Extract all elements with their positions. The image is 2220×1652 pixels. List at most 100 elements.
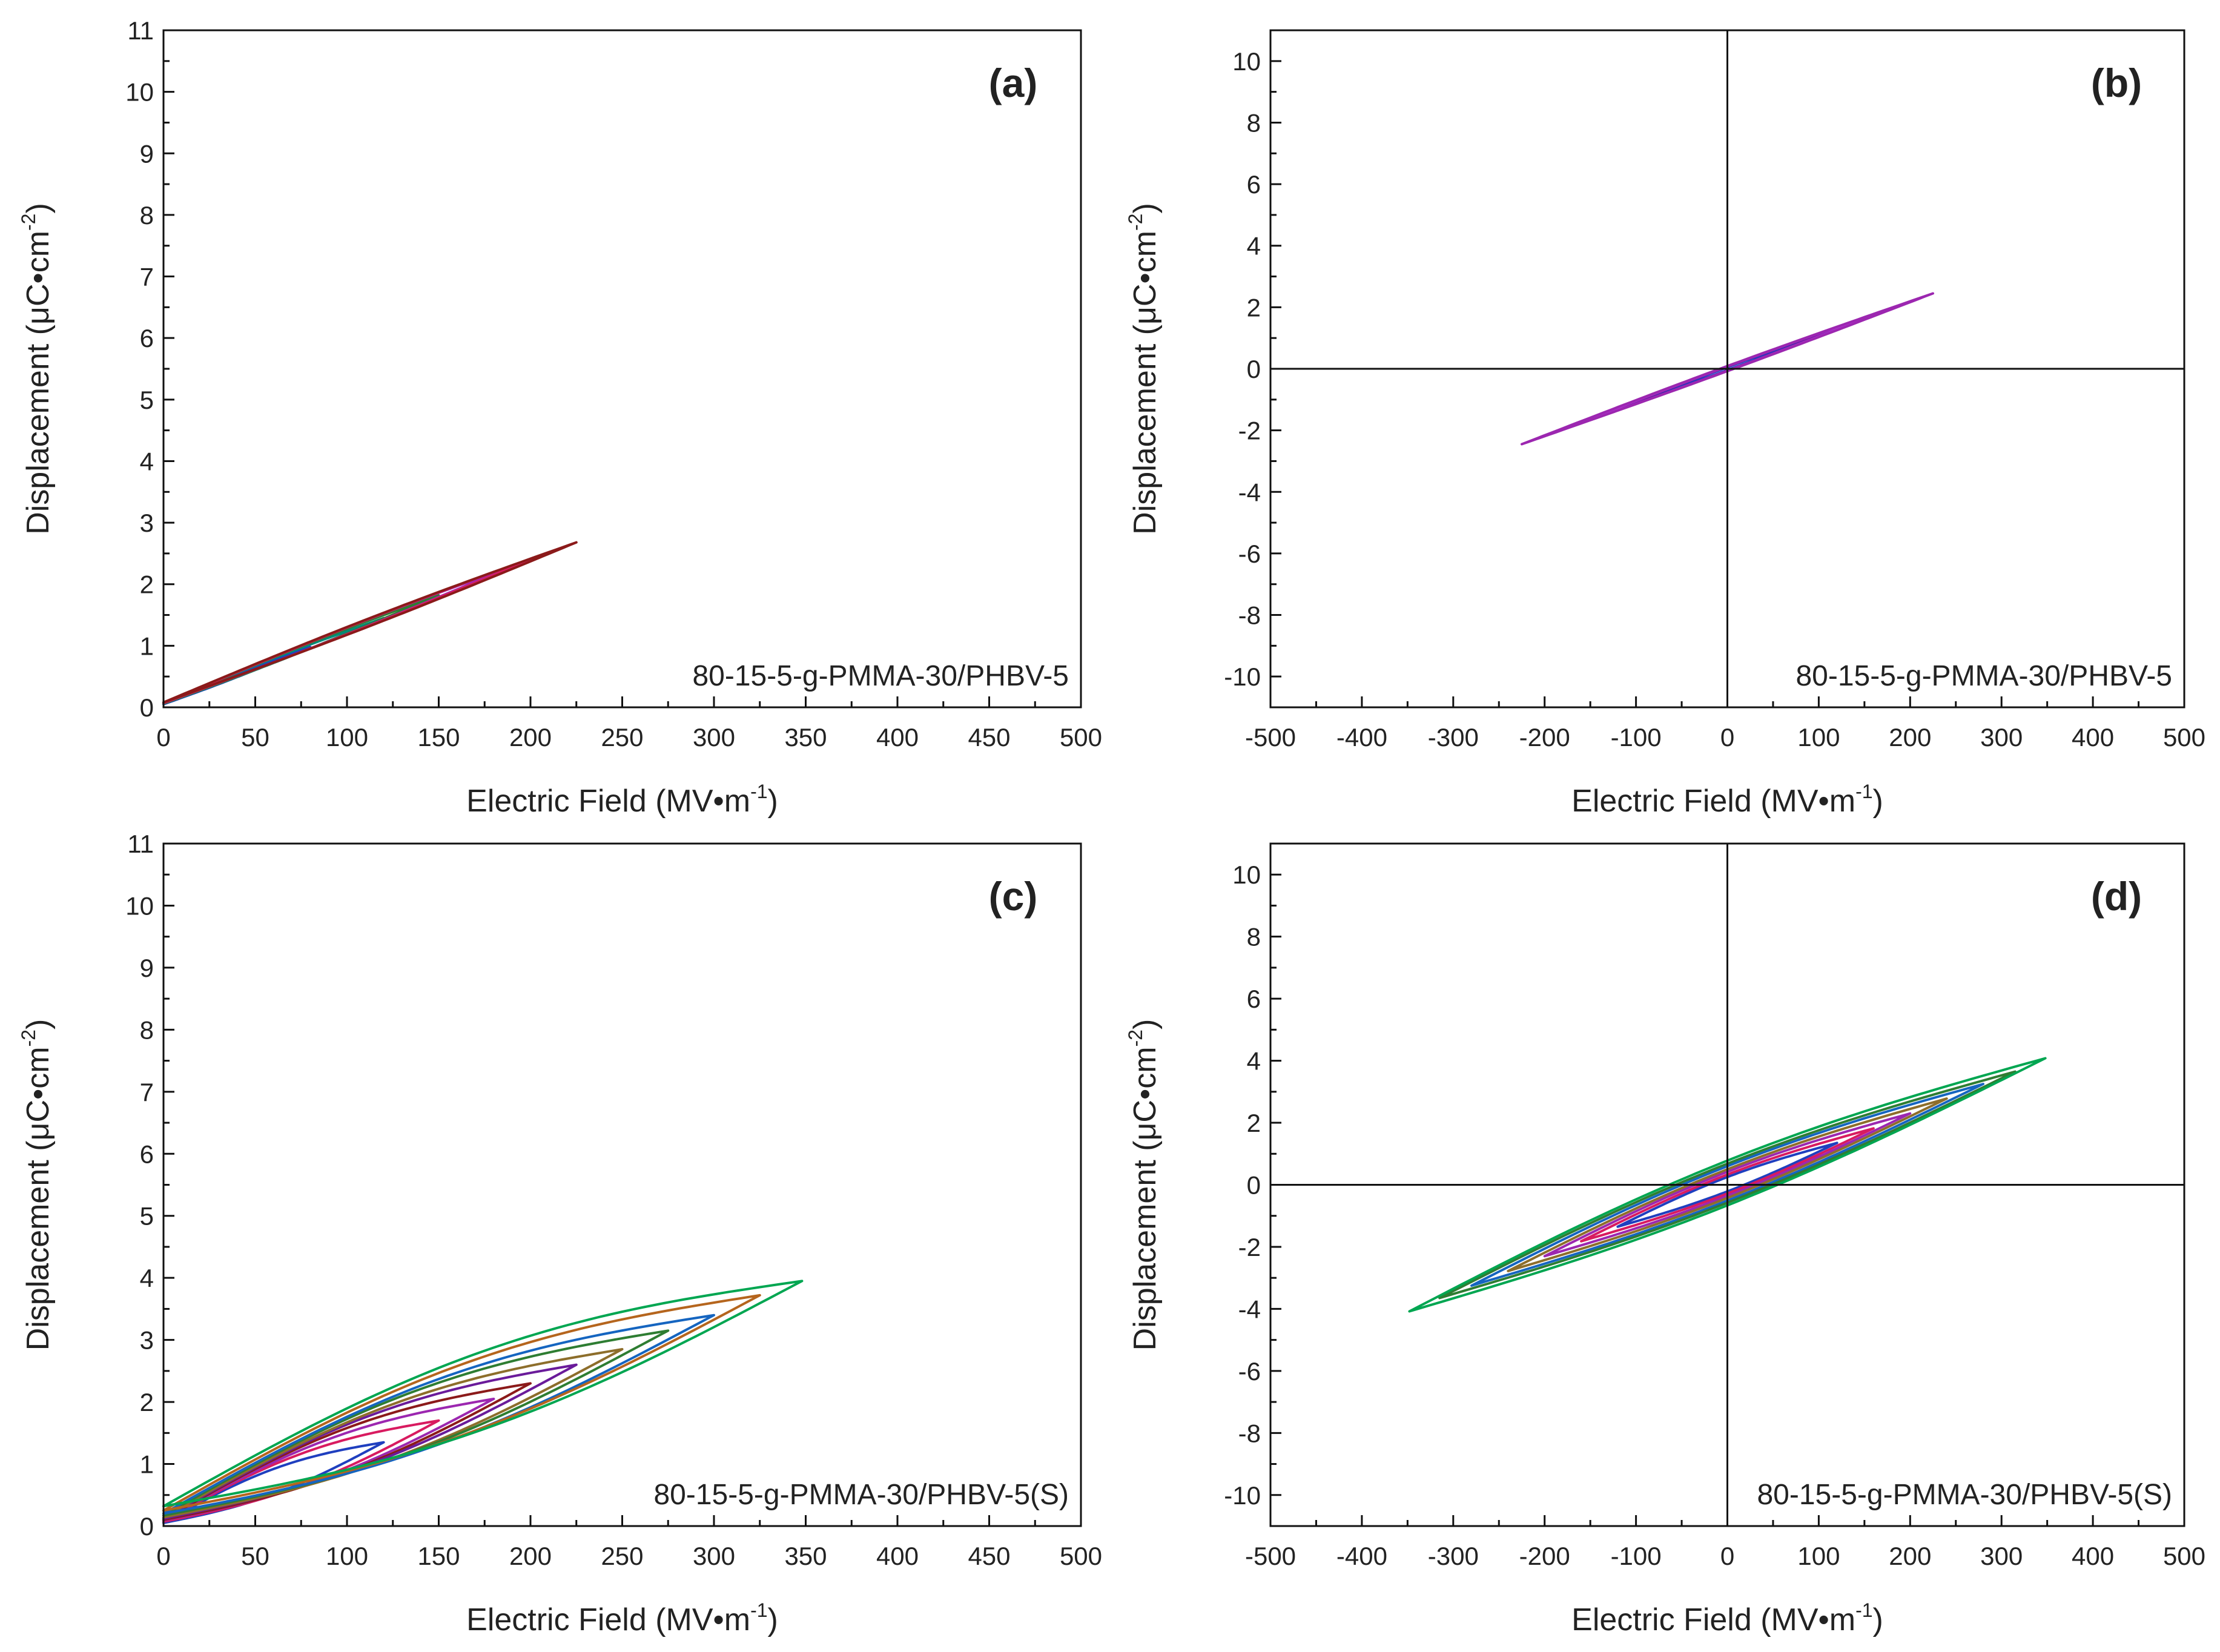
x-tick-label: 500 [2163, 1542, 2205, 1570]
x-tick-label: 150 [417, 723, 460, 752]
x-axis-title-end: ) [1873, 784, 1883, 819]
y-axis-title-end: ) [1128, 1019, 1163, 1029]
x-axis-title-superscript: -1 [1855, 1599, 1872, 1621]
y-tick-label: 5 [140, 386, 154, 414]
chart-panel-c: 0 50 100 150 200 250 300 350 400 450 500 0 1 2 3 4 5 6 7 8 9… [18, 830, 1102, 1637]
panel-label: (a) [989, 61, 1038, 105]
x-tick-label: -200 [1519, 1542, 1570, 1570]
series-line-loop-5 [1470, 1083, 1984, 1287]
x-tick-label: 300 [693, 723, 735, 752]
x-tick-label: 100 [326, 1542, 368, 1570]
y-tick-label: 8 [1247, 108, 1261, 137]
series-group [1408, 1057, 2047, 1313]
x-tick-label: 100 [1797, 1542, 1840, 1570]
x-tick-label: 100 [326, 723, 368, 752]
x-tick-label: 300 [693, 1542, 735, 1570]
x-tick-label: 50 [241, 723, 269, 752]
series-line-loop-4 [1507, 1097, 1948, 1272]
series-group [1521, 292, 1934, 446]
x-tick-label: -200 [1519, 723, 1570, 752]
chart-panel-d: -500 -400 -300 -200 -100 0 100 200 300 400 500-10-… [1125, 842, 2205, 1637]
series-line-loop-3 [1543, 1112, 1912, 1258]
y-tick-label: -10 [1224, 1481, 1261, 1510]
y-tick-label: 2 [1247, 1109, 1261, 1137]
panel-label: (b) [2091, 61, 2142, 105]
panel-label: (c) [989, 874, 1038, 919]
y-axis-title-end: ) [21, 203, 56, 213]
y-tick-label: 10 [1232, 861, 1261, 889]
x-axis-title-end: ) [1873, 1602, 1883, 1637]
x-tick-label: 400 [876, 1542, 919, 1570]
x-tick-label: 300 [1980, 723, 2023, 752]
x-tick-label: 400 [876, 723, 919, 752]
x-axis-title-end: ) [768, 1602, 778, 1637]
series-line-loop-4 [1521, 292, 1934, 446]
x-axis-title: Electric Field (MV•m-1) [466, 781, 778, 819]
series-line-loop-6 [162, 1348, 624, 1519]
y-tick-label: 6 [140, 324, 154, 352]
series-line-loop-2 [1580, 1127, 1875, 1243]
panel-label: (d) [2091, 874, 2142, 919]
y-tick-label: 10 [125, 891, 154, 920]
y-tick-label: 4 [140, 1264, 154, 1292]
x-tick-label: 250 [601, 723, 643, 752]
y-axis-title-end: ) [1128, 203, 1163, 213]
y-tick-label: 10 [1232, 47, 1261, 76]
y-axis-title-superscript: -2 [18, 1029, 39, 1046]
y-axis-title: Displacement (μC•cm-2) [1125, 203, 1163, 535]
series-group [162, 541, 578, 705]
plot-frame [162, 29, 1082, 709]
x-tick-label: 100 [1797, 723, 1840, 752]
y-tick-label: 0 [140, 1512, 154, 1541]
x-tick-label: 200 [1889, 1542, 1931, 1570]
sample-annotation: 80-15-5-g-PMMA-30/PHBV-5 [692, 660, 1069, 692]
y-axis-title-superscript: -2 [1125, 1029, 1146, 1046]
x-axis-title-end: ) [768, 784, 778, 819]
y-axis-title-main: Displacement (μC•cm [1128, 1046, 1163, 1350]
x-tick-label: 0 [1720, 1542, 1734, 1570]
y-tick-label: 10 [125, 78, 154, 107]
y-tick-label: 7 [140, 263, 154, 291]
y-axis-title-end: ) [21, 1019, 56, 1029]
y-tick-label: -2 [1238, 1233, 1261, 1261]
y-tick-label: 0 [1247, 1171, 1261, 1200]
x-tick-label: 200 [509, 723, 552, 752]
x-tick-label: -500 [1245, 723, 1296, 752]
y-tick-label: -6 [1238, 1357, 1261, 1386]
y-tick-label: 0 [140, 693, 154, 722]
x-tick-label: 500 [1060, 723, 1102, 752]
y-tick-label: -4 [1238, 1295, 1261, 1323]
x-tick-label: -500 [1245, 1542, 1296, 1570]
y-tick-label: 4 [1247, 1047, 1261, 1075]
y-tick-label: 11 [127, 16, 154, 45]
x-axis-title-main: Electric Field (MV•m [1571, 1602, 1855, 1637]
chart-panel-b: -500 -400 -300 -200 -100 0 100 200 300 400 500-10-… [1125, 29, 2205, 819]
x-tick-label: 0 [1720, 723, 1734, 752]
y-axis-title-main: Displacement (μC•cm [21, 231, 56, 535]
x-tick-label: 150 [417, 1542, 460, 1570]
y-tick-label: 7 [140, 1078, 154, 1106]
x-tick-label: 350 [784, 723, 827, 752]
y-tick-label: 8 [140, 201, 154, 230]
x-tick-label: 200 [509, 1542, 552, 1570]
y-axis-title: Displacement (μC•cm-2) [18, 1019, 56, 1351]
series-line-loop-7 [162, 1329, 670, 1517]
y-tick-label: -8 [1238, 601, 1261, 630]
sample-annotation: 80-15-5-g-PMMA-30/PHBV-5 [1795, 660, 2172, 692]
y-tick-label: 6 [1247, 170, 1261, 199]
x-tick-label: -400 [1336, 723, 1387, 752]
x-tick-label: 500 [2163, 723, 2205, 752]
x-tick-label: -100 [1611, 723, 1662, 752]
y-tick-label: -2 [1238, 417, 1261, 445]
x-tick-label: 400 [2072, 1542, 2114, 1570]
x-tick-label: -400 [1336, 1542, 1387, 1570]
x-axis-title: Electric Field (MV•m-1) [1571, 781, 1883, 819]
y-tick-label: 2 [140, 570, 154, 599]
series-line-loop-8 [162, 1313, 715, 1515]
x-tick-label: -300 [1428, 723, 1479, 752]
x-axis-title-main: Electric Field (MV•m [466, 1602, 750, 1637]
x-tick-label: 350 [784, 1542, 827, 1570]
y-tick-label: 1 [140, 1450, 154, 1479]
y-tick-label: 4 [140, 447, 154, 475]
